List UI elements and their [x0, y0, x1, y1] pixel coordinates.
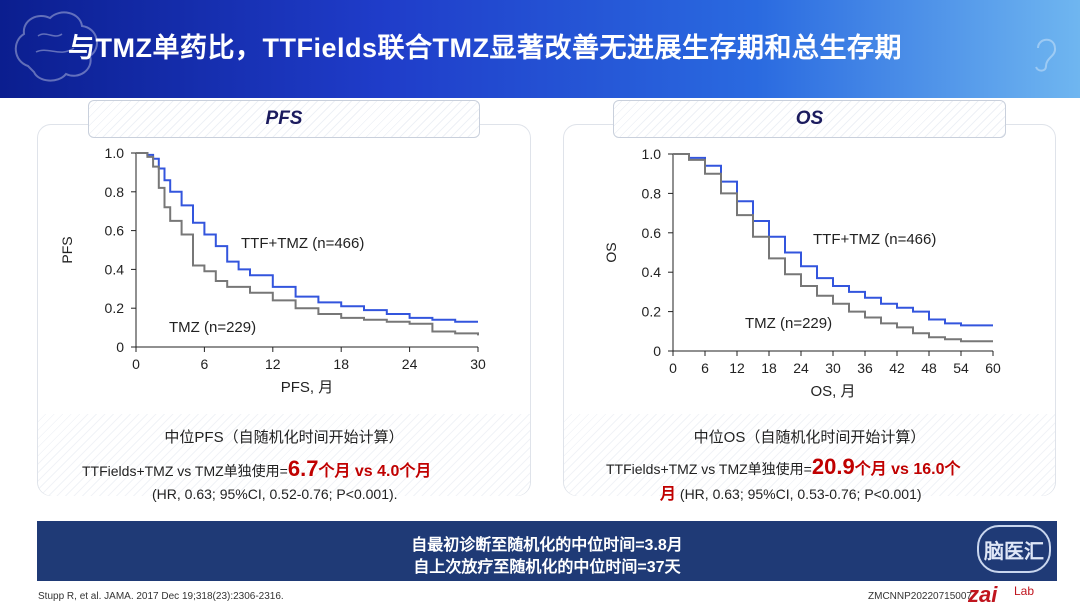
- pfs-series-tmz-line: [136, 152, 479, 336]
- pfs-x-axis-label: PFS, 月: [281, 379, 334, 396]
- summary-line-2: 自上次放疗至随机化的中位时间=37天: [413, 559, 681, 576]
- os-y-tick-label: 0.6: [642, 225, 662, 241]
- os-chart: 0 0.2 0.4 0.6 0.8 1.0 0 6 12 18 24 30 36 42 48 54 60 OS, …: [603, 146, 1001, 400]
- brand-logo-sub: Lab: [1014, 584, 1035, 598]
- citation: Stupp R, et al. JAMA. 2017 Dec 19;318(23…: [38, 591, 284, 602]
- title-banner: 与TMZ单药比，TTFields联合TMZ显著改善无进展生存期和总生存期: [0, 0, 1080, 98]
- pfs-series-label: TMZ (n=229): [169, 319, 256, 336]
- os-y-tick-label: 0.4: [642, 264, 662, 280]
- pfs-x-tick-label: 12: [265, 356, 281, 372]
- pfs-stat-prefix: TTFields+TMZ vs TMZ单独使用=: [82, 463, 288, 479]
- brand-logo: zai: [968, 582, 998, 607]
- brain-icon: [14, 11, 98, 82]
- pfs-x-tick-label: 18: [333, 356, 349, 372]
- ear-icon: [1035, 38, 1057, 72]
- os-x-tick-label: 48: [921, 360, 937, 376]
- os-x-tick-label: 24: [793, 360, 809, 376]
- os-x-tick-label: 6: [701, 360, 709, 376]
- pfs-x-tick-label: 30: [470, 356, 486, 372]
- pfs-stat-compare: 个月 vs 4.0个月: [318, 463, 432, 480]
- os-y-tick-label: 0.2: [642, 304, 662, 320]
- os-x-axis-label: OS, 月: [810, 383, 855, 400]
- os-stat-compare: 个月 vs 16.0个: [854, 461, 961, 478]
- os-stat-detail-line: 月 (HR, 0.63; 95%CI, 0.53-0.76; P<0.001): [660, 480, 922, 504]
- os-stat-value: 20.9: [811, 454, 855, 479]
- os-series-ttf-line: [673, 153, 993, 327]
- pfs-y-tick-label: 0.6: [105, 223, 125, 239]
- pfs-series-ttf-line: [136, 152, 478, 323]
- pfs-y-tick-label: 0.8: [105, 184, 125, 200]
- os-y-tick-label: 1.0: [642, 146, 662, 162]
- summary-line-1: 自最初诊断至随机化的中位时间=3.8月: [411, 537, 683, 554]
- pfs-y-axis-label: PFS: [59, 236, 75, 263]
- page-title: 与TMZ单药比，TTFields联合TMZ显著改善无进展生存期和总生存期: [68, 33, 902, 63]
- os-stat-line: TTFields+TMZ vs TMZ单独使用=20.9个月 vs 16.0个: [606, 454, 961, 480]
- os-x-tick-label: 36: [857, 360, 873, 376]
- naoyihui-logo: 脑医汇: [977, 525, 1051, 573]
- pfs-chart: 0 0.2 0.4 0.6 0.8 1.0 0 6 12 18 24 30 PFS, 月 PFS TTF+T…: [59, 145, 486, 396]
- pfs-stat-value: 6.7: [287, 456, 319, 481]
- os-series-label: TMZ (n=229): [745, 315, 832, 332]
- pfs-y-tick-label: 1.0: [105, 145, 125, 161]
- os-stats: 中位OS（自随机化时间开始计算） TTFields+TMZ vs TMZ单独使用…: [564, 414, 1055, 503]
- os-series-tmz-line: [673, 153, 993, 343]
- os-x-tick-label: 54: [953, 360, 969, 376]
- pfs-x-tick-label: 24: [402, 356, 418, 372]
- os-series-label: TTF+TMZ (n=466): [813, 231, 936, 248]
- os-y-axis-label: OS: [603, 242, 619, 262]
- pfs-y-tick-label: 0.4: [105, 261, 125, 277]
- pfs-tab: PFS: [88, 100, 480, 138]
- document-code: ZMCNNP20220715007: [868, 591, 972, 602]
- pfs-y-tick-label: 0: [116, 339, 124, 355]
- pfs-x-tick-label: 0: [132, 356, 140, 372]
- os-x-tick-label: 42: [889, 360, 905, 376]
- os-x-tick-label: 0: [669, 360, 677, 376]
- os-stat-unit: 月: [660, 486, 677, 503]
- os-x-tick-label: 60: [985, 360, 1001, 376]
- pfs-stats: 中位PFS（自随机化时间开始计算） TTFields+TMZ vs TMZ单独使…: [38, 414, 530, 502]
- pfs-stat-line: TTFields+TMZ vs TMZ单独使用=6.7个月 vs 4.0个月: [82, 456, 431, 482]
- summary-box: 自最初诊断至随机化的中位时间=3.8月 自上次放疗至随机化的中位时间=37天: [37, 521, 1057, 581]
- os-x-tick-label: 30: [825, 360, 841, 376]
- os-stat-header: 中位OS（自随机化时间开始计算）: [693, 429, 926, 446]
- pfs-series-label: TTF+TMZ (n=466): [241, 235, 364, 252]
- os-stat-detail: (HR, 0.63; 95%CI, 0.53-0.76; P<0.001): [679, 486, 922, 502]
- pfs-x-tick-label: 6: [201, 356, 209, 372]
- pfs-stat-detail: (HR, 0.63; 95%CI, 0.52-0.76; P<0.001).: [152, 486, 398, 502]
- pfs-stat-header: 中位PFS（自随机化时间开始计算）: [164, 429, 404, 446]
- pfs-y-tick-label: 0.2: [105, 300, 125, 316]
- os-tab: OS: [613, 100, 1006, 138]
- os-y-tick-label: 0: [653, 343, 661, 359]
- os-x-tick-label: 18: [761, 360, 777, 376]
- os-stat-prefix: TTFields+TMZ vs TMZ单独使用=: [606, 461, 812, 477]
- os-y-tick-label: 0.8: [642, 185, 662, 201]
- os-x-tick-label: 12: [729, 360, 745, 376]
